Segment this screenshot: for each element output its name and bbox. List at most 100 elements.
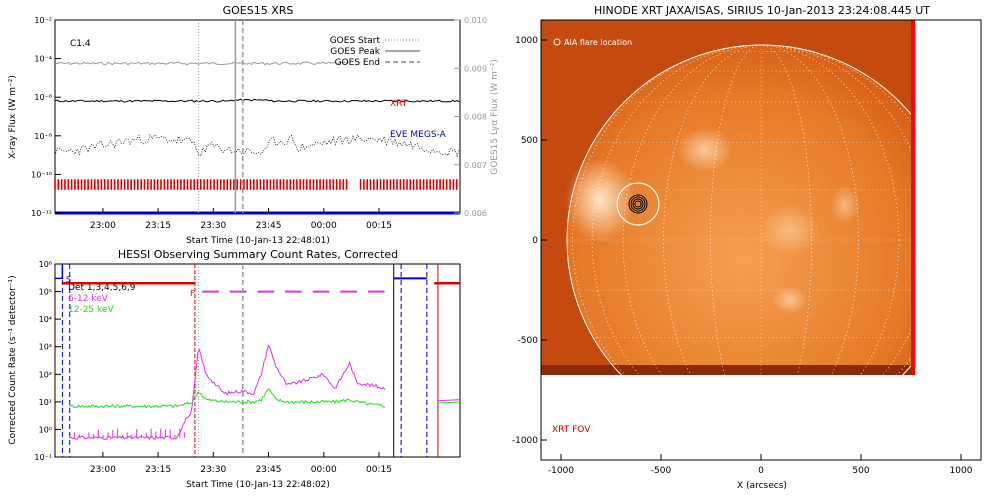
goes-annotation: C1.4	[70, 39, 91, 49]
hessi-x-tick-label: 00:00	[311, 465, 337, 475]
bright-region-north	[677, 128, 733, 172]
xrt-panel: HINODE XRT JAXA/ISAS, SIRIUS 10-Jan-2013…	[512, 4, 982, 491]
hessi-y-tick-label: 10⁶	[39, 260, 52, 269]
bright-region-west	[830, 185, 860, 225]
solar-longitude-line	[710, 44, 812, 436]
hessi-legend-det: Det 1,3,4,5,6,9	[68, 283, 136, 293]
solar-disk	[567, 45, 914, 375]
hessi-y-tick-label: 10³	[39, 343, 52, 352]
goes-y2-tick-label: 0.009	[464, 64, 487, 73]
xrt-axis-ticks: -1000 -500 0 500 1000 -1000 -500 0 500 1000	[512, 36, 973, 476]
goes-xlabel: Start Time (10-Jan-13 22:48:01)	[186, 236, 330, 246]
aia-flare-circle	[616, 182, 660, 226]
solar-longitude-line	[591, 44, 931, 436]
xrt-fov-edge	[911, 20, 915, 375]
hessi-6-12kev-line	[69, 344, 386, 441]
goes-ylabel: X-ray Flux (W m⁻²)	[8, 75, 18, 159]
xrt-y-tick-label: 0	[532, 236, 538, 246]
goes-y-tick-label: 10⁻¹²	[31, 209, 52, 218]
hessi-panel: HESSI Observing Summary Count Rates, Cor…	[8, 248, 461, 490]
hessi-y-tick-label: 10¹	[39, 398, 52, 407]
xrt-x-tick-label: -1000	[548, 466, 574, 476]
xrt-x-tick-label: 500	[852, 466, 869, 476]
goes-x-tick-label: 23:00	[90, 221, 116, 231]
goes-legend-start-label: GOES Start	[330, 36, 381, 46]
solar-longitude-line	[572, 44, 950, 436]
xrt-y-tick-label: 1000	[515, 36, 538, 46]
hessi-xlabel: Start Time (10-Jan-13 22:48:02)	[186, 480, 330, 490]
solar-longitude-line	[622, 44, 900, 436]
goes-panel: GOES15 XRS 23:00 23:15 23:30 23:45 00:00 00:1…	[8, 4, 500, 246]
hessi-y-tick-label: 10⁰	[39, 425, 52, 434]
hessi-12-25kev-line	[69, 388, 385, 409]
hessi-y-tick-label: 10⁻¹	[34, 453, 52, 462]
hessi-ylabel: Corrected Count Rate (s⁻¹ detector⁻¹)	[8, 275, 18, 444]
hessi-x-tick-label: 23:00	[90, 465, 116, 475]
goes-axis-ticks: 23:00 23:15 23:30 23:45 00:00 00:15 10⁻¹² 10⁻¹⁰…	[31, 16, 487, 231]
image-bottom-strip	[541, 365, 914, 375]
hessi-plot-frame	[54, 263, 461, 458]
xrt-image	[541, 20, 914, 375]
flare-contour	[634, 200, 642, 208]
hessi-6-12kev-tail	[437, 399, 461, 402]
xrt-y-tick-label: 500	[521, 136, 538, 146]
xrt-x-tick-label: -500	[651, 466, 672, 476]
hessi-title: HESSI Observing Summary Count Rates, Cor…	[118, 248, 398, 261]
flare-contour	[630, 196, 646, 212]
goes-y-tick-label: 10⁻⁸	[34, 132, 52, 141]
hessi-y-tick-label: 10⁵	[39, 288, 52, 297]
hessi-saa-flag-bar	[55, 264, 64, 280]
flare-contour	[632, 198, 644, 210]
hessi-x-tick-label: 23:30	[200, 465, 226, 475]
goes-short-channel-line	[54, 133, 460, 158]
goes-y2-tick-label: 0.008	[464, 113, 487, 122]
goes-y-tick-label: 10⁻¹⁰	[31, 170, 52, 179]
goes-long-channel-line	[54, 98, 460, 103]
goes-legend-peak-label: GOES Peak	[330, 47, 380, 57]
goes-x-tick-label: 23:15	[145, 221, 171, 231]
xrt-x-tick-label: 0	[758, 466, 764, 476]
bright-region-center	[760, 205, 820, 255]
goes-eve-label: EVE MEGS-A	[390, 130, 447, 140]
hessi-flag-flare: F	[190, 289, 195, 298]
bright-region-south	[772, 286, 808, 314]
bright-region-east	[565, 158, 635, 242]
goes-y-tick-label: 10⁻⁴	[34, 55, 52, 64]
xrt-y-tick-label: -1000	[512, 436, 538, 446]
goes-y-tick-label: 10⁻⁶	[34, 93, 52, 102]
xrt-x-tick-label: 1000	[950, 466, 973, 476]
hessi-axis-ticks: 23:00 23:15 23:30 23:45 00:00 00:15 10⁻¹ 10⁰ 10¹…	[34, 260, 392, 475]
goes-x-tick-label: 00:00	[311, 221, 337, 231]
hessi-12-25kev-tail	[437, 401, 461, 404]
hessi-legend-high: 12-25 keV	[68, 305, 114, 315]
goes-x-tick-label: 23:30	[200, 221, 226, 231]
goes-legend-end-label: GOES End	[335, 58, 380, 68]
xrt-fov-label: XRT FOV	[552, 425, 591, 435]
xrt-y-tick-label: -500	[518, 336, 539, 346]
goes-marks	[54, 20, 460, 215]
goes-y2-tick-label: 0.010	[464, 16, 487, 25]
hessi-legend-low: 6-12 keV	[68, 294, 109, 304]
hessi-y-tick-label: 10²	[39, 370, 52, 379]
goes-y2label: GOES15 Lyα Flux (W m⁻²)	[490, 59, 500, 175]
goes-title: GOES15 XRS	[223, 4, 294, 17]
goes-xrt-label: XRT	[390, 99, 408, 109]
hessi-y-tick-label: 10⁴	[39, 315, 52, 324]
xrt-title: HINODE XRT JAXA/ISAS, SIRIUS 10-Jan-2013…	[594, 4, 930, 17]
lyman-alpha-line	[54, 61, 350, 66]
hessi-x-tick-label: 23:15	[145, 465, 171, 475]
flare-contour	[628, 194, 648, 214]
solar-limb	[566, 44, 958, 436]
goes-x-tick-label: 23:45	[256, 221, 282, 231]
hessi-x-tick-label: 00:15	[366, 465, 392, 475]
xrt-marks	[616, 182, 660, 226]
goes-y2-tick-label: 0.007	[464, 161, 487, 170]
goes-y-tick-label: 10⁻²	[34, 16, 52, 25]
aia-legend-label: AIA flare location	[564, 38, 632, 47]
aia-legend-marker	[553, 38, 561, 46]
xrt-xlabel: X (arcsecs)	[737, 481, 787, 491]
goes-y2-tick-label: 0.006	[464, 209, 487, 218]
hessi-marks	[55, 264, 461, 457]
hessi-x-tick-label: 23:45	[256, 465, 282, 475]
